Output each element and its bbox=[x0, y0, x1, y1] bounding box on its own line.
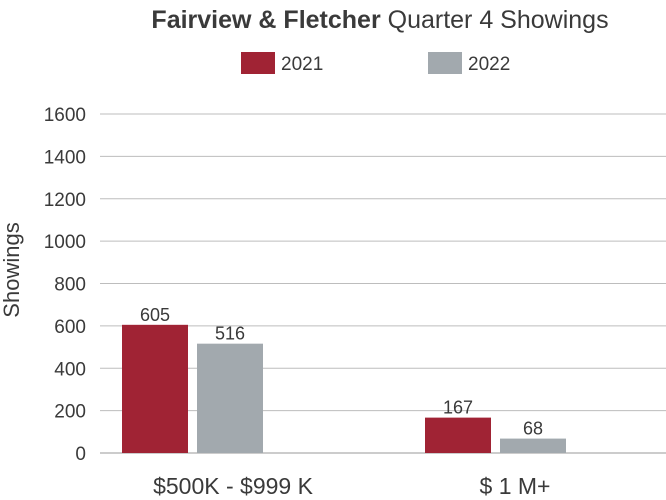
bar-2022-1 bbox=[500, 438, 566, 453]
y-tick-label: 1200 bbox=[44, 190, 86, 211]
gridlines bbox=[100, 113, 666, 454]
x-tick-label: $ 1 M+ bbox=[480, 473, 551, 499]
y-tick-label: 1000 bbox=[44, 232, 86, 253]
x-tick-label: $500K - $999 K bbox=[153, 473, 314, 499]
y-axis-label: Showings bbox=[0, 222, 24, 317]
bar-value-label: 68 bbox=[523, 419, 543, 439]
y-tick-label: 800 bbox=[54, 275, 86, 296]
bar-2021-1 bbox=[425, 417, 491, 453]
bars bbox=[122, 324, 566, 453]
x-tick-labels: $500K - $999 K $ 1 M+ bbox=[153, 473, 550, 499]
bar-value-label: 516 bbox=[215, 324, 245, 344]
y-tick-label: 1600 bbox=[44, 105, 86, 126]
bar-value-labels: 605 516 167 68 bbox=[140, 305, 543, 439]
legend: 2021 2022 bbox=[241, 52, 510, 75]
bar-2021-0 bbox=[122, 324, 188, 453]
legend-swatch-2022 bbox=[428, 52, 462, 74]
y-tick-label: 200 bbox=[54, 402, 86, 423]
bar-value-label: 605 bbox=[140, 305, 170, 325]
chart-title-bold: Fairview & Fletcher bbox=[151, 6, 381, 34]
legend-label-2021: 2021 bbox=[281, 54, 323, 75]
bar-value-label: 167 bbox=[443, 398, 473, 418]
chart-title-rest: Quarter 4 Showings bbox=[381, 6, 609, 34]
legend-label-2022: 2022 bbox=[468, 54, 510, 75]
y-tick-label: 1400 bbox=[44, 147, 86, 168]
y-tick-label: 400 bbox=[54, 359, 86, 380]
y-tick-label: 0 bbox=[75, 444, 86, 465]
chart-title: Fairview & Fletcher Quarter 4 Showings bbox=[151, 6, 608, 34]
legend-swatch-2021 bbox=[241, 52, 275, 74]
y-tick-labels: 0 200 400 600 800 1000 1200 1400 1600 bbox=[44, 105, 86, 465]
y-tick-label: 600 bbox=[54, 317, 86, 338]
bar-2022-0 bbox=[197, 343, 263, 453]
